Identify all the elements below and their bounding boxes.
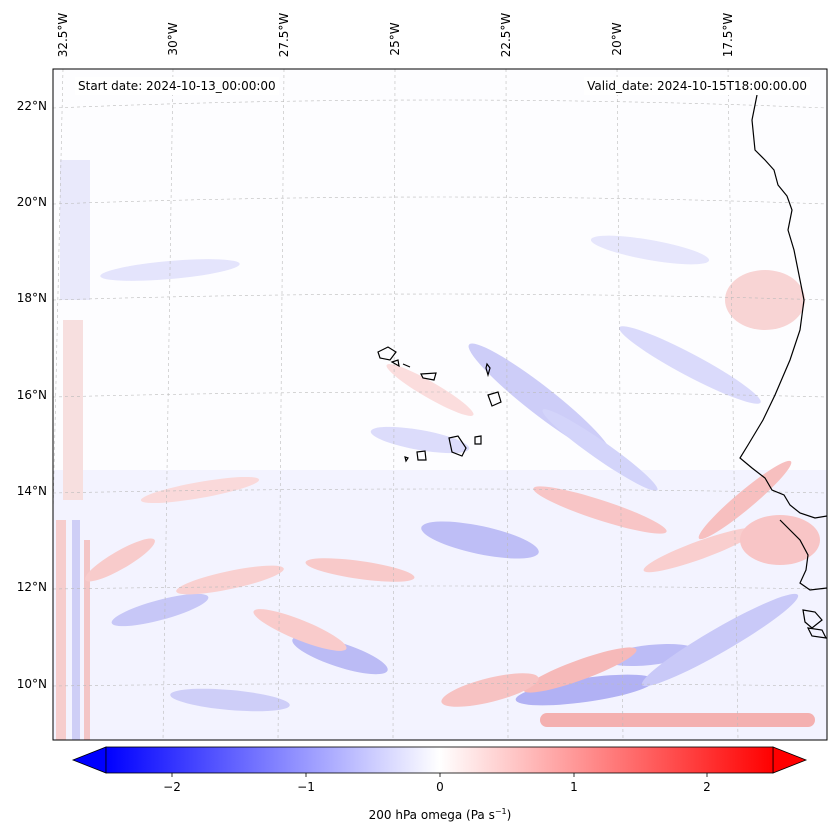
valid-date-label: Valid_date: 2024-10-15T18:00:00.00 [584, 77, 810, 95]
colorbar-tick-label: 0 [436, 780, 444, 794]
lat-tick-label: 22°N [16, 99, 47, 113]
lon-tick-label: 32.5°W [56, 12, 70, 58]
lat-tick-label: 20°N [16, 195, 47, 209]
colorbar [71, 746, 808, 777]
colorbar-max-arrow [772, 746, 808, 774]
coastline [377, 94, 827, 639]
colorbar-label: 200 hPa omega (Pa s−1) [368, 807, 512, 822]
lon-tick-label: 25°W [388, 22, 402, 56]
lon-tick-label: 17.5°W [721, 12, 735, 58]
lat-tick-label: 18°N [16, 291, 47, 305]
lon-tick-label: 22.5°W [499, 12, 513, 58]
colorbar-tick-label: 2 [703, 780, 711, 794]
lon-tick-label: 30°W [166, 22, 180, 56]
start-date-label: Start date: 2024-10-13_00:00:00 [75, 77, 279, 95]
colorbar-ramp [105, 746, 774, 774]
colorbar-tick-label: −2 [163, 780, 181, 794]
lat-tick-label: 10°N [16, 677, 47, 691]
lat-tick-label: 16°N [16, 388, 47, 402]
map-panel [53, 69, 827, 740]
omega-field [53, 160, 827, 740]
lon-tick-label: 20°W [610, 22, 624, 56]
graticule [53, 69, 827, 740]
map-frame [52, 68, 828, 741]
colorbar-min-arrow [71, 746, 107, 774]
lat-tick-label: 12°N [16, 580, 47, 594]
colorbar-tick-label: 1 [570, 780, 578, 794]
lat-tick-label: 14°N [16, 484, 47, 498]
colorbar-tick-label: −1 [297, 780, 315, 794]
lon-tick-label: 27.5°W [277, 12, 291, 58]
